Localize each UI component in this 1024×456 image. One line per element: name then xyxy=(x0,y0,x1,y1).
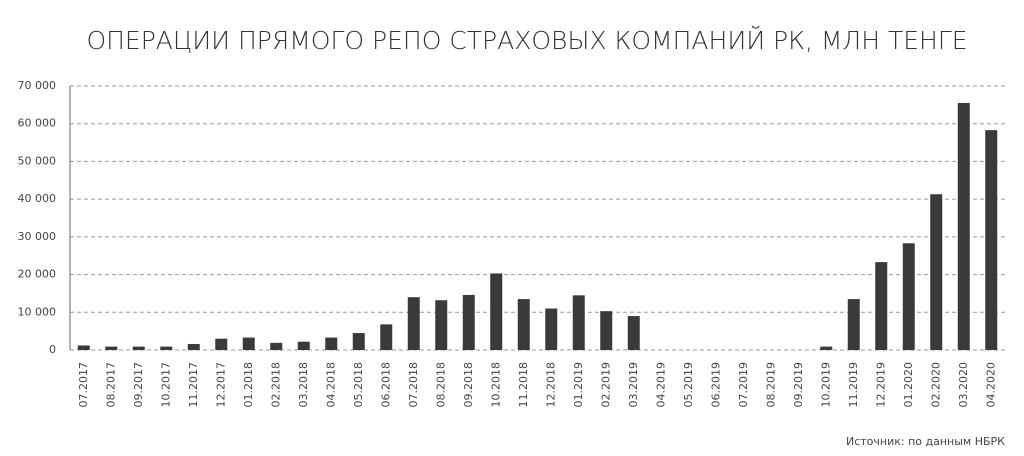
bar xyxy=(380,324,393,350)
x-tick-label: 07.2018 xyxy=(407,362,420,408)
x-tick-label: 12.2019 xyxy=(874,362,887,408)
x-tick-label: 07.2019 xyxy=(737,362,750,408)
bar xyxy=(627,316,640,350)
bar xyxy=(435,300,448,350)
bar xyxy=(902,243,915,350)
x-tick-label: 07.2017 xyxy=(77,362,90,408)
x-tick-label: 02.2020 xyxy=(929,362,942,408)
bar xyxy=(132,346,145,350)
bar xyxy=(77,345,90,350)
bar xyxy=(600,311,613,350)
x-tick-label: 03.2020 xyxy=(957,362,970,408)
source-note: Источник: по данным НБРК xyxy=(846,435,1005,448)
x-tick-label: 11.2017 xyxy=(187,362,200,408)
bar xyxy=(462,294,475,350)
x-tick-label: 02.2018 xyxy=(269,362,282,408)
chart-title: ОПЕРАЦИИ ПРЯМОГО РЕПО СТРАХОВЫХ КОМПАНИЙ… xyxy=(86,26,967,55)
bar xyxy=(297,341,310,350)
bar xyxy=(490,273,503,350)
x-tick-label: 09.2018 xyxy=(462,362,475,408)
x-tick-label: 11.2019 xyxy=(847,362,860,408)
x-tick-label: 04.2020 xyxy=(984,362,997,408)
bar xyxy=(847,299,860,350)
bar xyxy=(820,346,833,350)
x-tick-label: 06.2018 xyxy=(379,362,392,408)
y-tick-label: 60 000 xyxy=(18,117,57,130)
bar xyxy=(545,308,558,350)
x-tick-label: 01.2020 xyxy=(902,362,915,408)
x-tick-label: 03.2019 xyxy=(627,362,640,408)
x-tick-label: 03.2018 xyxy=(297,362,310,408)
x-tick-label: 05.2019 xyxy=(682,362,695,408)
bar xyxy=(572,295,585,350)
bar xyxy=(985,130,998,350)
x-tick-label: 05.2018 xyxy=(352,362,365,408)
x-tick-label: 08.2018 xyxy=(434,362,447,408)
bar xyxy=(875,262,888,350)
x-tick-label: 10.2017 xyxy=(159,362,172,408)
x-tick-label: 10.2019 xyxy=(819,362,832,408)
bar xyxy=(160,346,173,350)
y-tick-label: 70 000 xyxy=(18,79,57,92)
bar xyxy=(352,333,365,350)
y-tick-label: 20 000 xyxy=(18,268,57,281)
bar xyxy=(517,299,530,350)
x-tick-label: 02.2019 xyxy=(599,362,612,408)
x-tick-label: 01.2019 xyxy=(572,362,585,408)
x-tick-label: 01.2018 xyxy=(242,362,255,408)
x-tick-label: 10.2018 xyxy=(489,362,502,408)
x-tick-label: 04.2018 xyxy=(324,362,337,408)
y-tick-label: 0 xyxy=(49,343,56,356)
bar xyxy=(957,102,970,350)
y-tick-label: 50 000 xyxy=(18,154,57,167)
x-tick-label: 06.2019 xyxy=(709,362,722,408)
bar xyxy=(215,338,228,350)
y-tick-label: 40 000 xyxy=(18,192,57,205)
y-tick-label: 30 000 xyxy=(18,230,57,243)
bar xyxy=(270,342,283,350)
x-tick-label: 08.2019 xyxy=(764,362,777,408)
x-tick-label: 04.2019 xyxy=(654,362,667,408)
bar xyxy=(930,194,943,350)
bar xyxy=(242,337,255,350)
x-tick-label: 09.2019 xyxy=(792,362,805,408)
bar xyxy=(105,346,118,350)
x-tick-label: 09.2017 xyxy=(132,362,145,408)
x-tick-label: 12.2017 xyxy=(214,362,227,408)
bar xyxy=(325,337,338,350)
x-tick-label: 11.2018 xyxy=(517,362,530,408)
bar xyxy=(187,343,200,350)
x-tick-label: 12.2018 xyxy=(544,362,557,408)
bar xyxy=(407,297,420,350)
x-tick-label: 08.2017 xyxy=(104,362,117,408)
y-tick-label: 10 000 xyxy=(18,305,57,318)
